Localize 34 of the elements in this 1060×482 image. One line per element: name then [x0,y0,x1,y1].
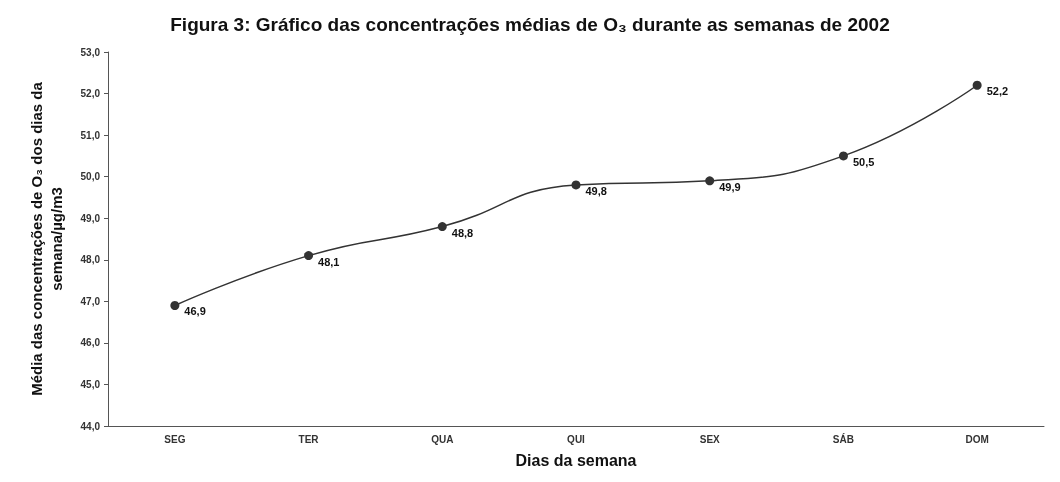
chart-title: Figura 3: Gráfico das concentrações médias de O₃ durante as semanas de 2002 [170,14,890,35]
point [437,222,447,232]
x-tick-label: TER [298,433,320,445]
point [571,180,581,190]
point [304,251,314,261]
data-label: 48,8 [451,226,474,239]
point [705,176,715,186]
y-tick-label: 51,0 [80,129,101,141]
x-axis-title: Dias da semana [515,451,637,469]
y-tick-label: 53,0 [80,46,101,58]
x-tick-label: SEX [699,433,721,445]
x-tick-label: DOM [965,433,989,445]
y-tick-label: 45,0 [80,378,101,390]
y-tick-label: 50,0 [80,171,101,183]
data-label: 52,2 [986,85,1009,98]
x-tick-label: SÁB [832,432,854,445]
data-label: 46,9 [184,305,206,318]
x-tick-label: QUA [431,433,454,445]
y-tick-label: 49,0 [80,212,101,224]
data-label: 49,8 [585,184,607,197]
y-tick-label: 44,0 [80,420,101,432]
data-label: 48,1 [318,255,340,268]
point [170,300,180,310]
data-label: 49,9 [719,180,741,193]
y-tick-label: 47,0 [80,295,101,307]
y-axis-title: Média das concentrações de O₃ dos dias da semana/µg/m3 [27,81,65,396]
point [838,151,848,161]
point [972,80,982,90]
y-tick-label: 52,0 [80,88,101,100]
y-tick-label: 48,0 [80,254,101,266]
y-tick-label: 46,0 [80,337,101,349]
data-label: 50,5 [852,155,875,168]
x-tick-label: SEG [164,433,186,445]
x-tick-label: QUI [567,433,586,445]
